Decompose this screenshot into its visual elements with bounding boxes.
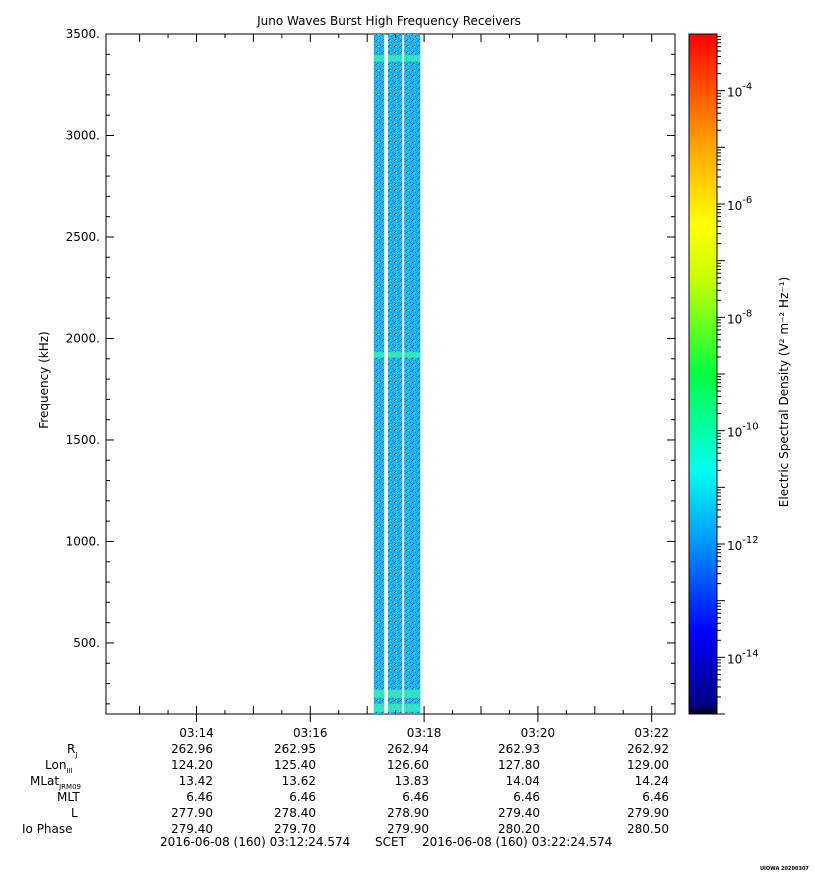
- y-tick-label: 1000.: [66, 534, 100, 548]
- ephemeris-value: 278.90: [387, 806, 429, 820]
- burst-column-3: [404, 34, 421, 714]
- ephemeris-value: 278.40: [274, 806, 316, 820]
- footer-start-time: 2016-06-08 (160) 03:12:24.574: [160, 835, 351, 849]
- ephemeris-value: 6.46: [289, 790, 316, 804]
- chart-title: Juno Waves Burst High Frequency Receiver…: [256, 14, 521, 28]
- ephemeris-label: RJ: [67, 742, 78, 759]
- y-tick-label: 2500.: [66, 230, 100, 244]
- ephemeris-value: 6.46: [642, 790, 669, 804]
- colorbar-label: Electric Spectral Density (V² m⁻² Hz⁻¹): [777, 277, 791, 507]
- ephemeris-value: 280.50: [627, 822, 669, 836]
- x-tick-label: 03:22: [634, 726, 669, 740]
- x-tick-label: 03:16: [293, 726, 328, 740]
- burst-column-2: [388, 34, 403, 714]
- ephemeris-value: 125.40: [274, 758, 316, 772]
- colorbar-tick-label: 10-6: [727, 195, 752, 213]
- emission-band: [388, 689, 403, 698]
- emission-band: [404, 55, 421, 62]
- ephemeris-label: LonIII: [45, 758, 73, 775]
- ephemeris-label: MLT: [57, 790, 80, 804]
- ephemeris-value: 262.95: [274, 742, 316, 756]
- colorbar-tick-label: 10-12: [727, 535, 759, 553]
- colorbar-tick-label: 10-4: [727, 82, 752, 100]
- ephemeris-value: 262.96: [171, 742, 213, 756]
- footer-scet: SCET: [375, 835, 406, 849]
- ephemeris-value: 13.62: [281, 774, 316, 788]
- y-tick-label: 500.: [73, 636, 100, 650]
- ephemeris-value: 6.46: [513, 790, 540, 804]
- emission-band: [404, 351, 421, 358]
- ephemeris-value: 6.46: [186, 790, 213, 804]
- colorbar-axis: 10-4 10-6 10-8 10-10 10-12 10-14: [717, 36, 759, 715]
- ephemeris-value: 279.90: [627, 806, 669, 820]
- emission-band: [388, 351, 403, 358]
- ephemeris-label: Io Phase: [22, 822, 73, 836]
- ephemeris-value: 262.93: [498, 742, 540, 756]
- ephemeris-value: 127.80: [498, 758, 540, 772]
- colorbar: [688, 33, 718, 715]
- footer-end-time: 2016-06-08 (160) 03:22:24.574: [422, 835, 613, 849]
- emission-band: [388, 703, 403, 712]
- y-tick-label: 3500.: [66, 27, 100, 41]
- emission-band: [404, 703, 421, 712]
- colorbar-tick-label: 10-8: [727, 308, 752, 326]
- emission-band: [388, 55, 403, 62]
- emission-band: [373, 703, 385, 712]
- ephemeris-label: MLatJRM09: [30, 774, 81, 791]
- emission-band: [373, 689, 385, 698]
- spectrogram-bursts: [373, 34, 421, 714]
- x-tick-label: 03:14: [179, 726, 214, 740]
- ephemeris-value: 129.00: [627, 758, 669, 772]
- x-tick-label: 03:18: [407, 726, 442, 740]
- ephemeris-value: 126.60: [387, 758, 429, 772]
- ephemeris-value: 279.70: [274, 822, 316, 836]
- y-tick-label: 3000.: [66, 128, 100, 142]
- ephemeris-value: 6.46: [402, 790, 429, 804]
- ephemeris-value: 13.42: [178, 774, 213, 788]
- production-stamp: UIOWA 20200307: [760, 866, 809, 872]
- burst-column-1: [373, 34, 385, 714]
- emission-band: [373, 55, 385, 62]
- y-tick-label: 2000.: [66, 331, 100, 345]
- y-axis: 500. 1000. 1500. 2000. 2500. 3000. 3500.: [66, 27, 675, 705]
- ephemeris-value: 14.24: [634, 774, 669, 788]
- emission-band: [404, 689, 421, 698]
- ephemeris-value: 262.94: [387, 742, 429, 756]
- ephemeris-value: 277.90: [171, 806, 213, 820]
- x-axis: 03:14 03:16 03:18 03:20 03:22: [139, 34, 669, 740]
- ephemeris-value: 262.92: [627, 742, 669, 756]
- emission-band: [373, 351, 385, 358]
- x-tick-label: 03:20: [521, 726, 556, 740]
- ephemeris-value: 124.20: [171, 758, 213, 772]
- y-tick-label: 1500.: [66, 433, 100, 447]
- ephemeris-value: 13.83: [394, 774, 429, 788]
- ephemeris-value: 280.20: [498, 822, 540, 836]
- colorbar-tick-label: 10-14: [727, 648, 759, 666]
- y-axis-label: Frequency (kHz): [37, 331, 51, 428]
- ephemeris-value: 279.40: [171, 822, 213, 836]
- colorbar-tick-label: 10-10: [727, 422, 759, 440]
- ephemeris-value: 279.40: [498, 806, 540, 820]
- ephemeris-value: 14.04: [505, 774, 540, 788]
- ephemeris-label: L: [71, 806, 78, 820]
- ephemeris-value: 279.90: [387, 822, 429, 836]
